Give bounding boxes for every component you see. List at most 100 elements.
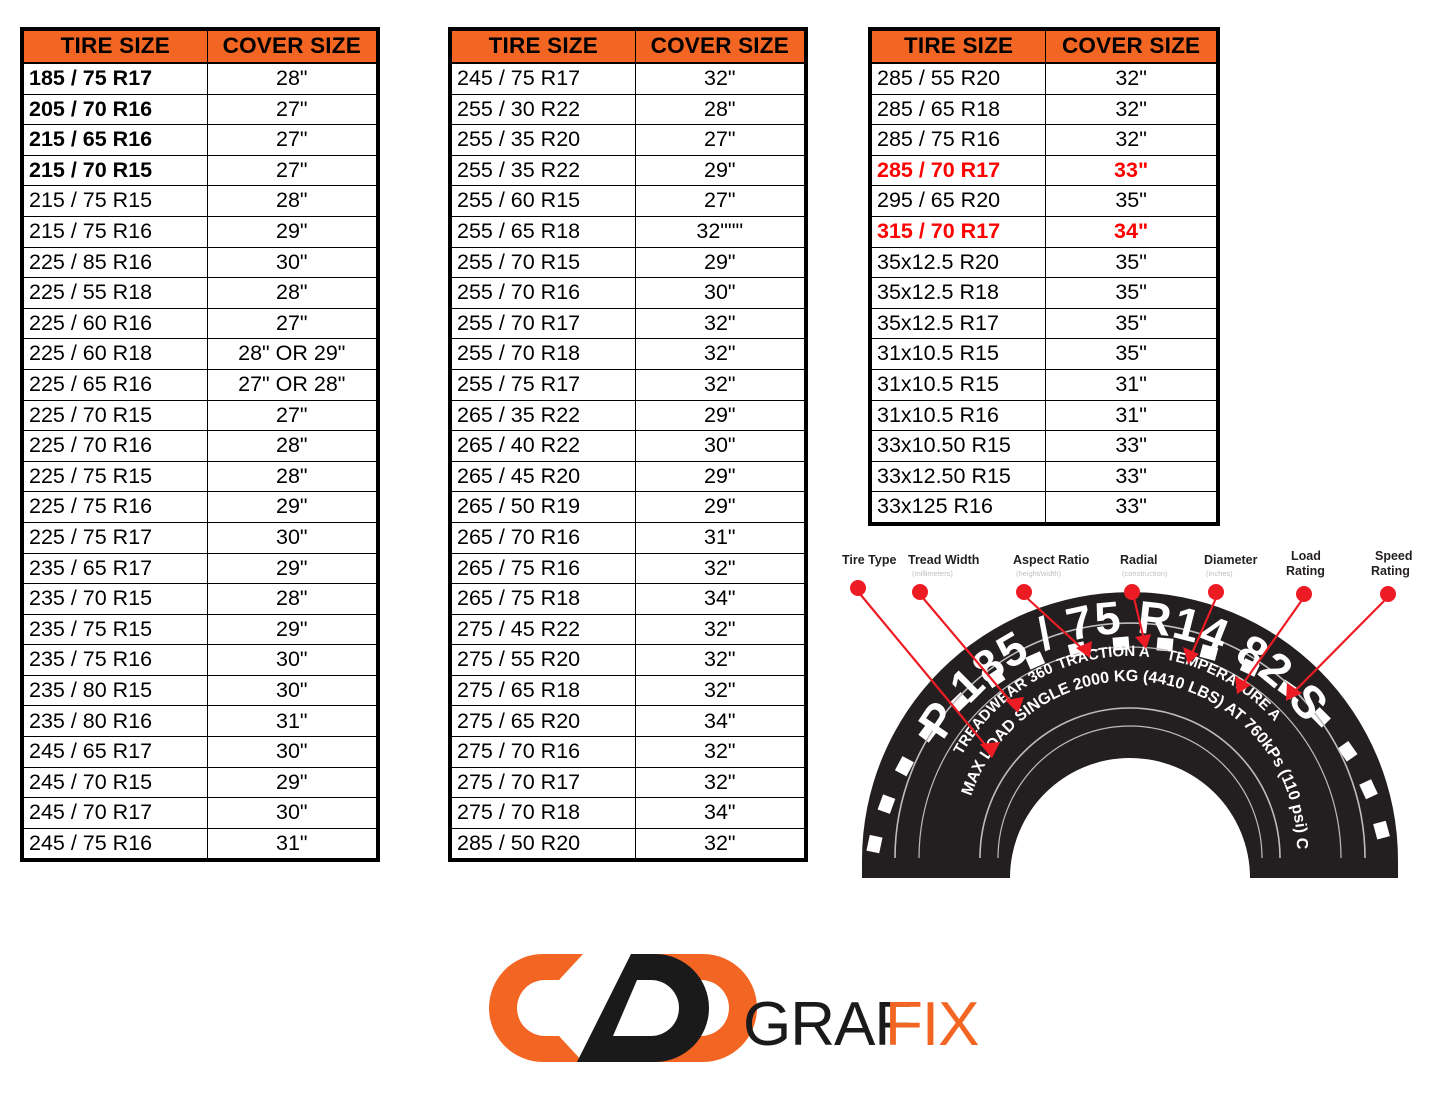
callout-dot xyxy=(1124,584,1140,600)
cell-cover-size: 30" xyxy=(206,644,378,676)
table-row: 205 / 70 R16 27" xyxy=(23,93,378,126)
table-row: 35x12.5 R17 35" xyxy=(870,307,1217,340)
callout-arrow xyxy=(1183,647,1199,664)
cell-tire-size: 265 / 75 R18 xyxy=(451,583,636,615)
cell-cover-size: 28" xyxy=(206,430,378,462)
table-row: 275 / 55 R20 32" xyxy=(451,644,806,676)
cell-cover-size: 32" xyxy=(634,338,806,370)
cell-tire-size: 235 / 80 R16 xyxy=(23,705,208,738)
callout-arrow xyxy=(1076,641,1092,658)
cell-tire-size: 225 / 60 R18 xyxy=(23,338,208,370)
cell-tire-size: 255 / 35 R22 xyxy=(451,154,636,187)
cell-cover-size: 27" xyxy=(206,307,378,340)
cell-tire-size: 275 / 45 R22 xyxy=(451,613,636,646)
callout-tread-width: Tread Width (millimeters) xyxy=(908,553,1024,713)
cell-cover-size: 29" xyxy=(634,491,806,523)
cell-tire-size: 225 / 75 R15 xyxy=(23,460,208,493)
table-row: 215 / 65 R16 27" xyxy=(23,124,378,156)
cell-cover-size: 32""" xyxy=(634,215,806,248)
cell-cover-size: 30" xyxy=(206,246,378,279)
callout-title-line2: Rating xyxy=(1371,564,1410,578)
callout-title-line2: Rating xyxy=(1286,564,1325,578)
cell-cover-size: 29" xyxy=(206,215,378,248)
callout-diameter: Diameter (inches) xyxy=(1183,553,1258,664)
cell-tire-size: 275 / 65 R20 xyxy=(451,705,636,738)
column-header-cover-size: COVER SIZE xyxy=(634,30,806,64)
cell-cover-size: 33" xyxy=(1045,430,1217,462)
table-2-grid: TIRE SIZE COVER SIZE 245 / 75 R17 32" 255 … xyxy=(451,30,806,860)
cell-tire-size: 275 / 55 R20 xyxy=(451,644,636,676)
table-row: 35x12.5 R20 35" xyxy=(870,246,1217,279)
callout-leader xyxy=(922,597,1017,709)
logo-word-fix: FIX xyxy=(885,990,979,1059)
cell-tire-size: 255 / 70 R17 xyxy=(451,307,636,340)
table-row: 225 / 85 R16 30" xyxy=(23,246,378,279)
cell-cover-size: 30" xyxy=(206,797,378,829)
cell-tire-size: 185 / 75 R17 xyxy=(23,62,208,95)
cell-tire-size: 275 / 65 R18 xyxy=(451,674,636,707)
cell-cover-size: 34" xyxy=(1045,215,1217,248)
cell-tire-size: 255 / 70 R15 xyxy=(451,246,636,279)
cell-tire-size: 315 / 70 R17 xyxy=(870,215,1047,248)
cell-tire-size: 245 / 70 R15 xyxy=(23,766,208,799)
table-row: 215 / 75 R16 29" xyxy=(23,215,378,248)
callout-subtitle: (construction) xyxy=(1122,569,1168,578)
table-row: 245 / 75 R16 31" xyxy=(23,827,378,860)
cell-cover-size: 35" xyxy=(1045,277,1217,309)
cell-cover-size: 31" xyxy=(1045,399,1217,432)
table-row: 225 / 75 R17 30" xyxy=(23,521,378,554)
cell-tire-size: 265 / 70 R16 xyxy=(451,521,636,554)
cell-cover-size: 32" xyxy=(634,736,806,768)
table-row: 275 / 45 R22 32" xyxy=(451,613,806,646)
callout-leader xyxy=(1188,597,1218,659)
callout-tire-type: Tire Type xyxy=(842,553,1000,758)
callout-arrow xyxy=(1005,697,1024,713)
callout-speed-rating: Speed Rating xyxy=(1286,549,1413,701)
table-header-row: TIRE SIZE COVER SIZE xyxy=(870,30,1217,64)
table-row: 225 / 55 R18 28" xyxy=(23,277,378,309)
table-row: 285 / 65 R18 32" xyxy=(870,93,1217,126)
cell-tire-size: 215 / 75 R15 xyxy=(23,185,208,217)
cell-tire-size: 255 / 35 R20 xyxy=(451,124,636,156)
table-header-row: TIRE SIZE COVER SIZE xyxy=(451,30,806,64)
cell-tire-size: 265 / 45 R20 xyxy=(451,460,636,493)
cell-tire-size: 235 / 65 R17 xyxy=(23,552,208,585)
cell-tire-size: 235 / 75 R16 xyxy=(23,644,208,676)
table-row: 235 / 65 R17 29" xyxy=(23,552,378,585)
table-row: 245 / 65 R17 30" xyxy=(23,736,378,768)
callout-title: Speed xyxy=(1375,549,1413,563)
table-row: 31x10.5 R15 31" xyxy=(870,368,1217,401)
table-row: 31x10.5 R16 31" xyxy=(870,399,1217,432)
table-row: 33x12.50 R15 33" xyxy=(870,460,1217,493)
table-row: 285 / 50 R20 32" xyxy=(451,827,806,860)
column-header-tire-size: TIRE SIZE xyxy=(870,30,1047,64)
callout-subtitle: (inches) xyxy=(1206,569,1233,578)
table-row: 215 / 75 R15 28" xyxy=(23,185,378,217)
table-row: 255 / 70 R17 32" xyxy=(451,307,806,340)
table-row: 245 / 70 R15 29" xyxy=(23,766,378,799)
table-row: 225 / 75 R16 29" xyxy=(23,491,378,523)
cell-tire-size: 275 / 70 R18 xyxy=(451,797,636,829)
cell-cover-size: 34" xyxy=(634,705,806,738)
cell-tire-size: 33x10.50 R15 xyxy=(870,430,1047,462)
callout-radial: Radial (construction) xyxy=(1120,553,1168,649)
cell-cover-size: 35" xyxy=(1045,338,1217,370)
table-row: 225 / 65 R16 27" OR 28" xyxy=(23,368,378,401)
table-row: 255 / 70 R16 30" xyxy=(451,277,806,309)
table-row: 255 / 60 R15 27" xyxy=(451,185,806,217)
cell-cover-size: 29" xyxy=(206,552,378,585)
tire-size-table-1: TIRE SIZE COVER SIZE 185 / 75 R17 28" 205 … xyxy=(20,27,380,863)
callout-arrow xyxy=(1286,683,1302,701)
column-header-tire-size: TIRE SIZE xyxy=(23,30,208,64)
cell-cover-size: 30" xyxy=(206,736,378,768)
cell-tire-size: 275 / 70 R16 xyxy=(451,736,636,768)
cell-tire-size: 265 / 40 R22 xyxy=(451,430,636,462)
table-row: 31x10.5 R15 35" xyxy=(870,338,1217,370)
cell-cover-size: 32" xyxy=(634,62,806,95)
table-row: 285 / 55 R20 32" xyxy=(870,62,1217,95)
callout-dot xyxy=(1016,584,1032,600)
cell-cover-size: 32" xyxy=(634,613,806,646)
table-row: 235 / 80 R15 30" xyxy=(23,674,378,707)
table-1-grid: TIRE SIZE COVER SIZE 185 / 75 R17 28" 205 … xyxy=(23,30,378,860)
callout-arrow xyxy=(1235,676,1251,694)
